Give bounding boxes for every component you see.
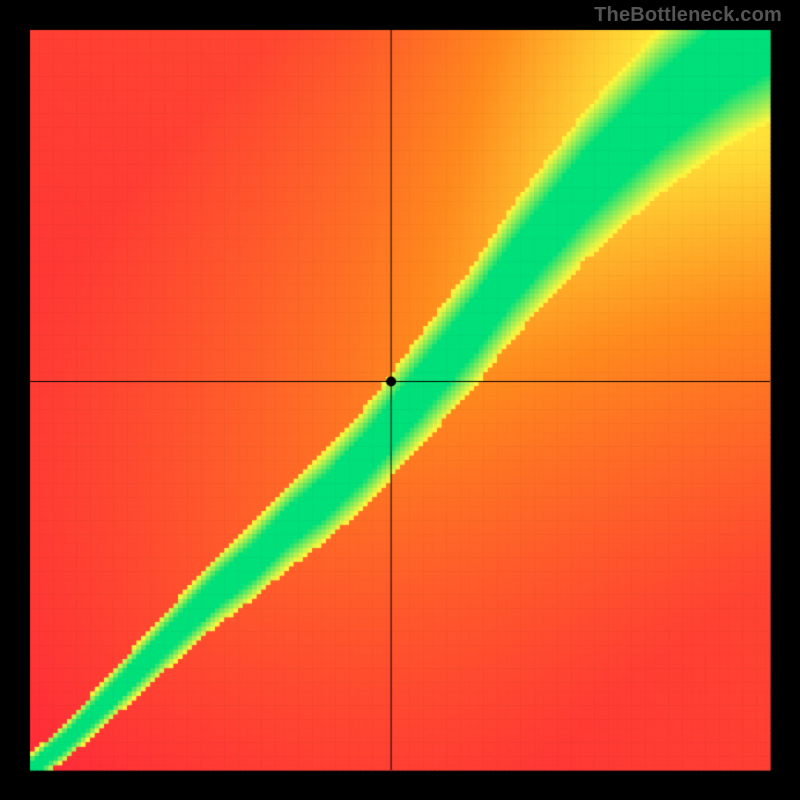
- bottleneck-heatmap: [0, 0, 800, 800]
- watermark-text: TheBottleneck.com: [594, 4, 782, 27]
- chart-container: TheBottleneck.com: [0, 0, 800, 800]
